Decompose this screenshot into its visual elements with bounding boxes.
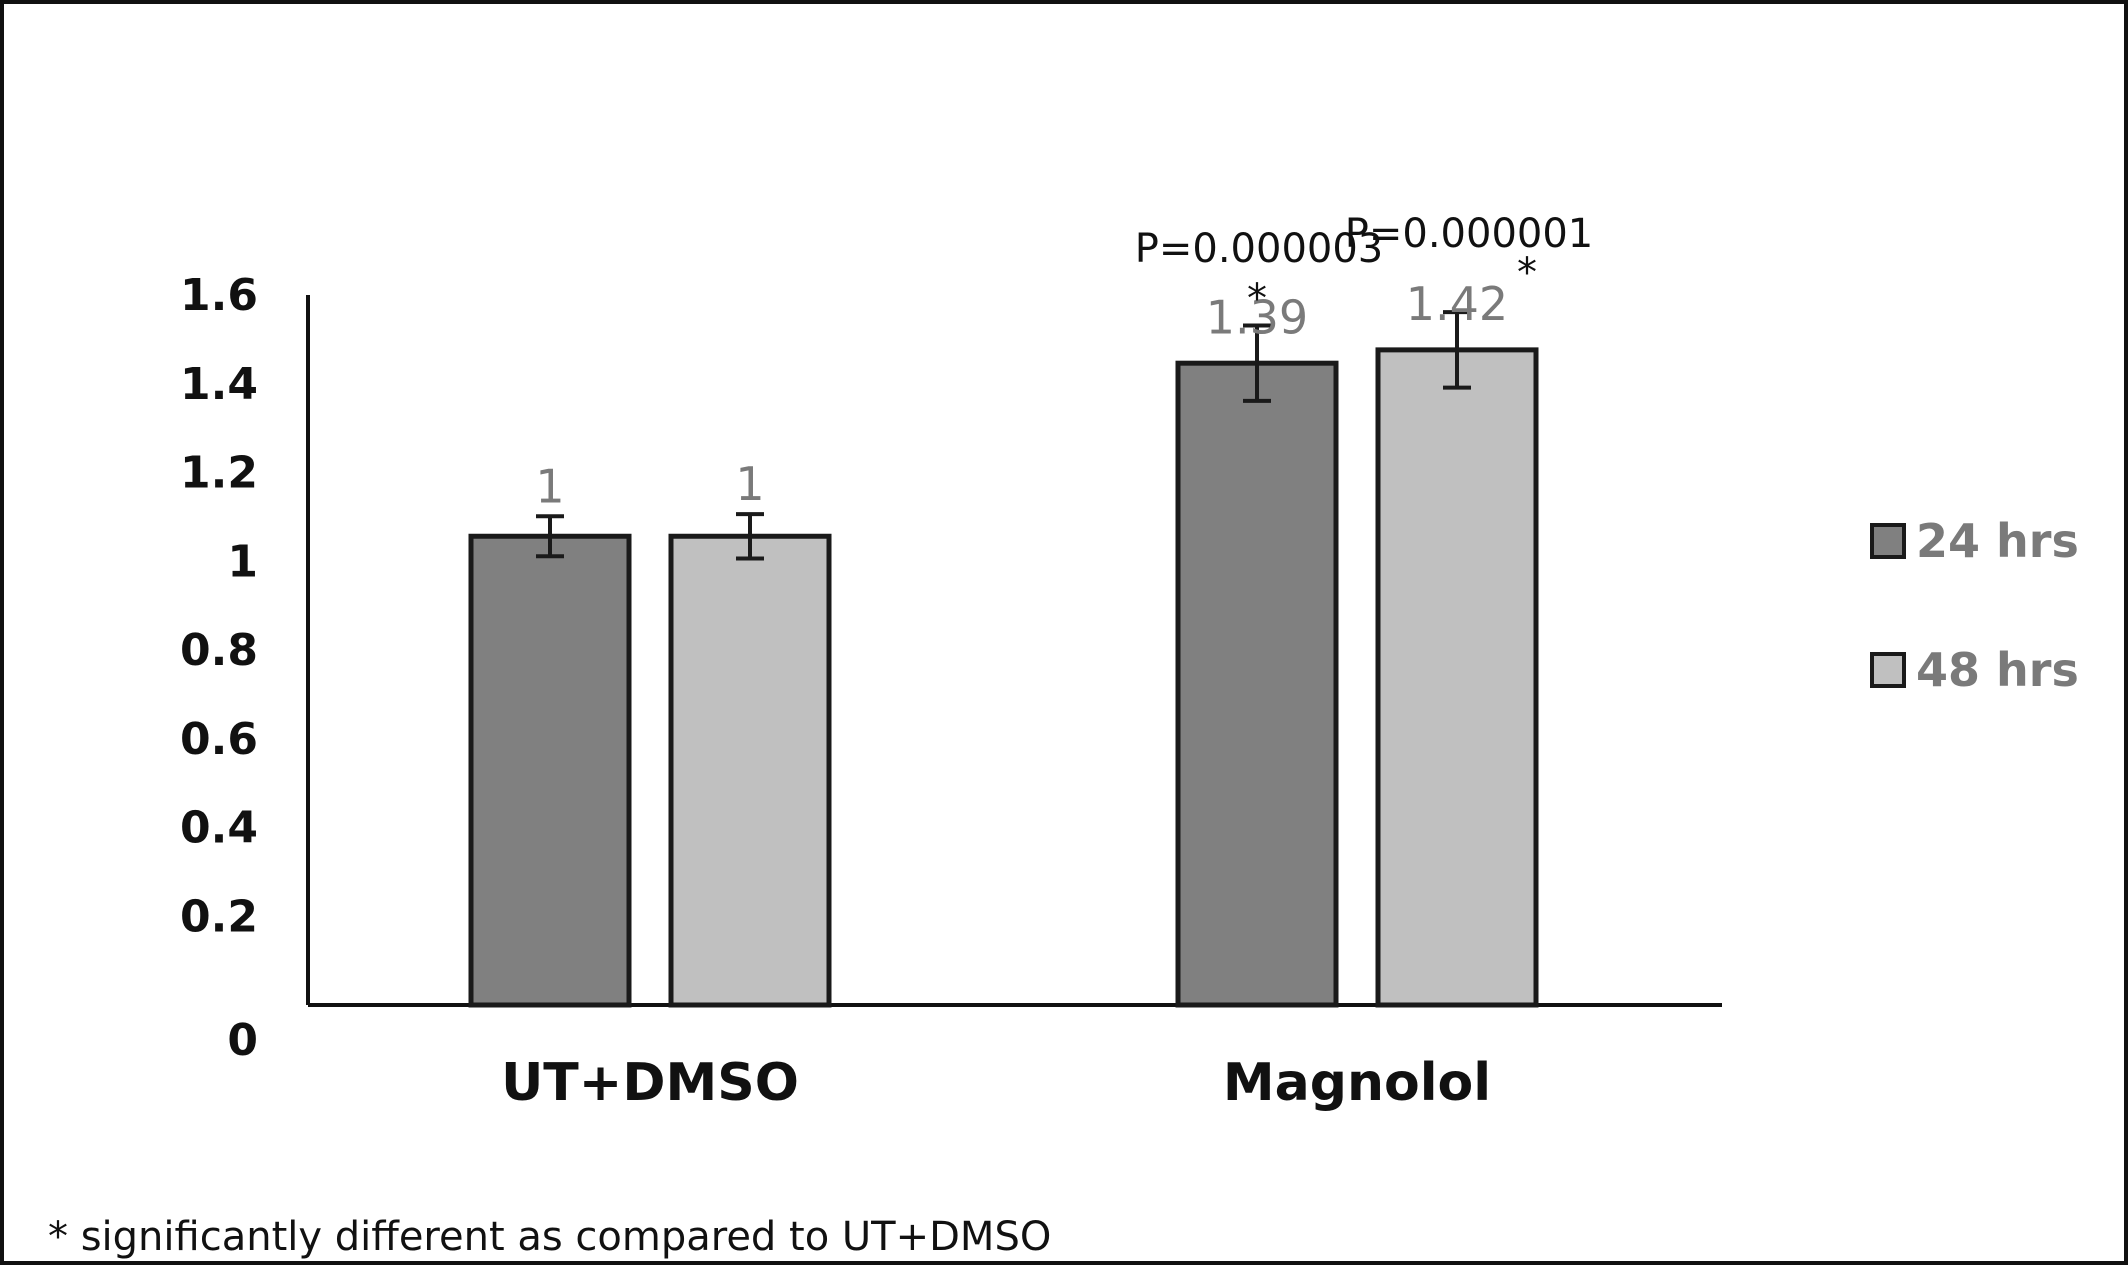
data-label: 1 — [735, 457, 764, 511]
data-label: 1.42 — [1406, 277, 1508, 331]
y-tick-label: 0.8 — [180, 625, 258, 676]
plot-area: 0 0.2 0.4 0.6 0.8 1 1.2 1.4 1.6 UT+DMSO Magnolol 1 1… — [180, 211, 1722, 1113]
bar — [468, 533, 632, 1008]
legend-swatch — [1870, 652, 1906, 688]
legend-label: 48 hrs — [1916, 643, 2079, 697]
data-label: 1 — [535, 459, 564, 513]
y-tick-label: 0.4 — [180, 803, 258, 854]
legend: 24 hrs 48 hrs — [1870, 514, 2079, 697]
p-value-label: P=0.000001 — [1345, 211, 1594, 257]
significance-star: * — [1247, 276, 1267, 322]
footnote: * significantly different as compared to… — [48, 1214, 1051, 1260]
y-tick-label: 1.4 — [180, 359, 258, 410]
legend-swatch — [1870, 523, 1906, 559]
x-category-label: Magnolol — [1223, 1053, 1491, 1113]
legend-label: 24 hrs — [1916, 514, 2079, 568]
y-tick-label: 0.6 — [180, 714, 258, 765]
x-category-label: UT+DMSO — [501, 1053, 799, 1113]
y-tick-label: 0 — [227, 1015, 258, 1066]
p-value-label: P=0.000003 — [1135, 226, 1384, 272]
significance-star: * — [1517, 250, 1537, 296]
y-tick-label: 1.6 — [180, 270, 258, 321]
y-tick-label: 0.2 — [180, 891, 258, 942]
bar — [668, 533, 832, 1008]
data-label: 1.39 — [1206, 290, 1308, 344]
bar — [1375, 347, 1539, 1008]
bar — [1175, 360, 1339, 1008]
y-tick-label: 1.2 — [180, 448, 258, 499]
y-tick-label: 1 — [227, 536, 258, 587]
